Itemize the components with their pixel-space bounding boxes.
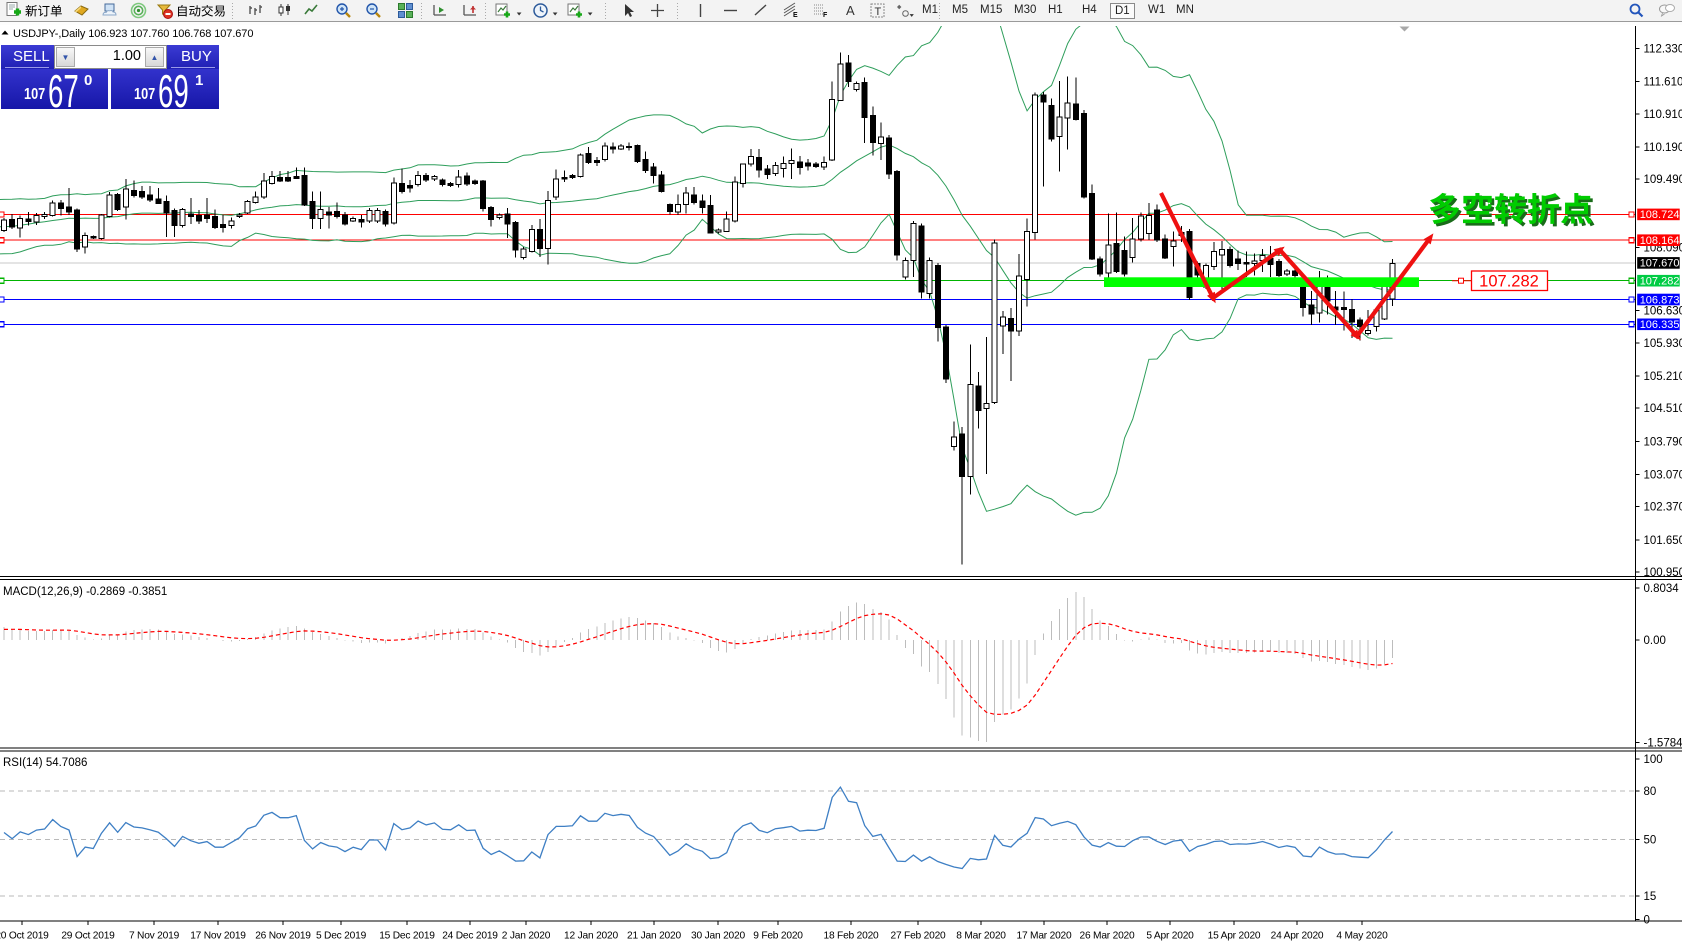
svg-text:4 May 2020: 4 May 2020 (1336, 931, 1388, 942)
svg-text:103.790: 103.790 (1644, 436, 1682, 448)
svg-text:USDJPY-,Daily 106.923 107.760: USDJPY-,Daily 106.923 107.760 106.768 10… (13, 28, 253, 40)
svg-text:15: 15 (1644, 891, 1657, 903)
svg-text:108.724: 108.724 (1640, 209, 1680, 221)
svg-text:104.510: 104.510 (1644, 403, 1682, 415)
svg-text:9 Feb 2020: 9 Feb 2020 (753, 931, 803, 942)
svg-text:17 Mar 2020: 17 Mar 2020 (1016, 931, 1072, 942)
svg-text:26 Mar 2020: 26 Mar 2020 (1079, 931, 1135, 942)
svg-text:106.630: 106.630 (1644, 306, 1682, 318)
svg-text:110.190: 110.190 (1644, 142, 1682, 154)
svg-text:12 Jan 2020: 12 Jan 2020 (564, 931, 618, 942)
svg-text:F: F (823, 12, 828, 19)
svg-text:110.910: 110.910 (1644, 109, 1682, 121)
svg-text:17 Nov 2019: 17 Nov 2019 (190, 931, 246, 942)
svg-text:15 Dec 2019: 15 Dec 2019 (379, 931, 435, 942)
svg-text:107.670: 107.670 (1640, 258, 1680, 270)
svg-text:105.210: 105.210 (1644, 371, 1682, 383)
svg-text:106.873: 106.873 (1640, 294, 1680, 306)
svg-text:21 Jan 2020: 21 Jan 2020 (627, 931, 681, 942)
svg-text:108.164: 108.164 (1640, 235, 1680, 247)
svg-text:27 Feb 2020: 27 Feb 2020 (890, 931, 946, 942)
svg-text:-1.5784: -1.5784 (1644, 738, 1682, 750)
svg-text:102.370: 102.370 (1644, 502, 1682, 514)
svg-text:30 Jan 2020: 30 Jan 2020 (691, 931, 745, 942)
svg-text:80: 80 (1644, 786, 1657, 798)
svg-text:RSI(14) 54.7086: RSI(14) 54.7086 (3, 757, 87, 769)
svg-text:112.330: 112.330 (1644, 44, 1682, 56)
svg-text:0.00: 0.00 (1644, 635, 1666, 647)
svg-text:111.610: 111.610 (1644, 77, 1682, 89)
svg-text:5 Apr 2020: 5 Apr 2020 (1146, 931, 1194, 942)
svg-text:26 Nov 2019: 26 Nov 2019 (255, 931, 311, 942)
svg-text:107.282: 107.282 (1479, 273, 1539, 291)
svg-text:100: 100 (1644, 754, 1663, 766)
svg-text:29 Oct 2019: 29 Oct 2019 (61, 931, 115, 942)
svg-text:0.8034: 0.8034 (1644, 583, 1680, 595)
svg-text:103.070: 103.070 (1644, 470, 1682, 482)
svg-text:24 Apr 2020: 24 Apr 2020 (1271, 931, 1324, 942)
svg-text:50: 50 (1644, 835, 1657, 847)
svg-text:105.930: 105.930 (1644, 338, 1682, 350)
svg-text:106.335: 106.335 (1640, 319, 1680, 331)
svg-text:E: E (793, 12, 798, 19)
svg-text:109.490: 109.490 (1644, 174, 1682, 186)
svg-text:5 Dec 2019: 5 Dec 2019 (316, 931, 367, 942)
svg-text:A: A (846, 3, 855, 18)
svg-text:101.650: 101.650 (1644, 535, 1682, 547)
svg-text:18 Feb 2020: 18 Feb 2020 (823, 931, 879, 942)
svg-text:8 Mar 2020: 8 Mar 2020 (956, 931, 1006, 942)
svg-text:100.950: 100.950 (1644, 567, 1682, 579)
svg-text:T: T (875, 6, 882, 18)
svg-text:0: 0 (1644, 915, 1650, 927)
svg-text:24 Dec 2019: 24 Dec 2019 (442, 931, 498, 942)
svg-text:7 Nov 2019: 7 Nov 2019 (129, 931, 180, 942)
svg-text:MACD(12,26,9) -0.2869 -0.3851: MACD(12,26,9) -0.2869 -0.3851 (3, 586, 167, 598)
svg-text:2 Jan 2020: 2 Jan 2020 (502, 931, 551, 942)
svg-text:107.282: 107.282 (1640, 276, 1680, 288)
svg-text:15 Apr 2020: 15 Apr 2020 (1208, 931, 1261, 942)
svg-text:20 Oct 2019: 20 Oct 2019 (0, 931, 49, 942)
